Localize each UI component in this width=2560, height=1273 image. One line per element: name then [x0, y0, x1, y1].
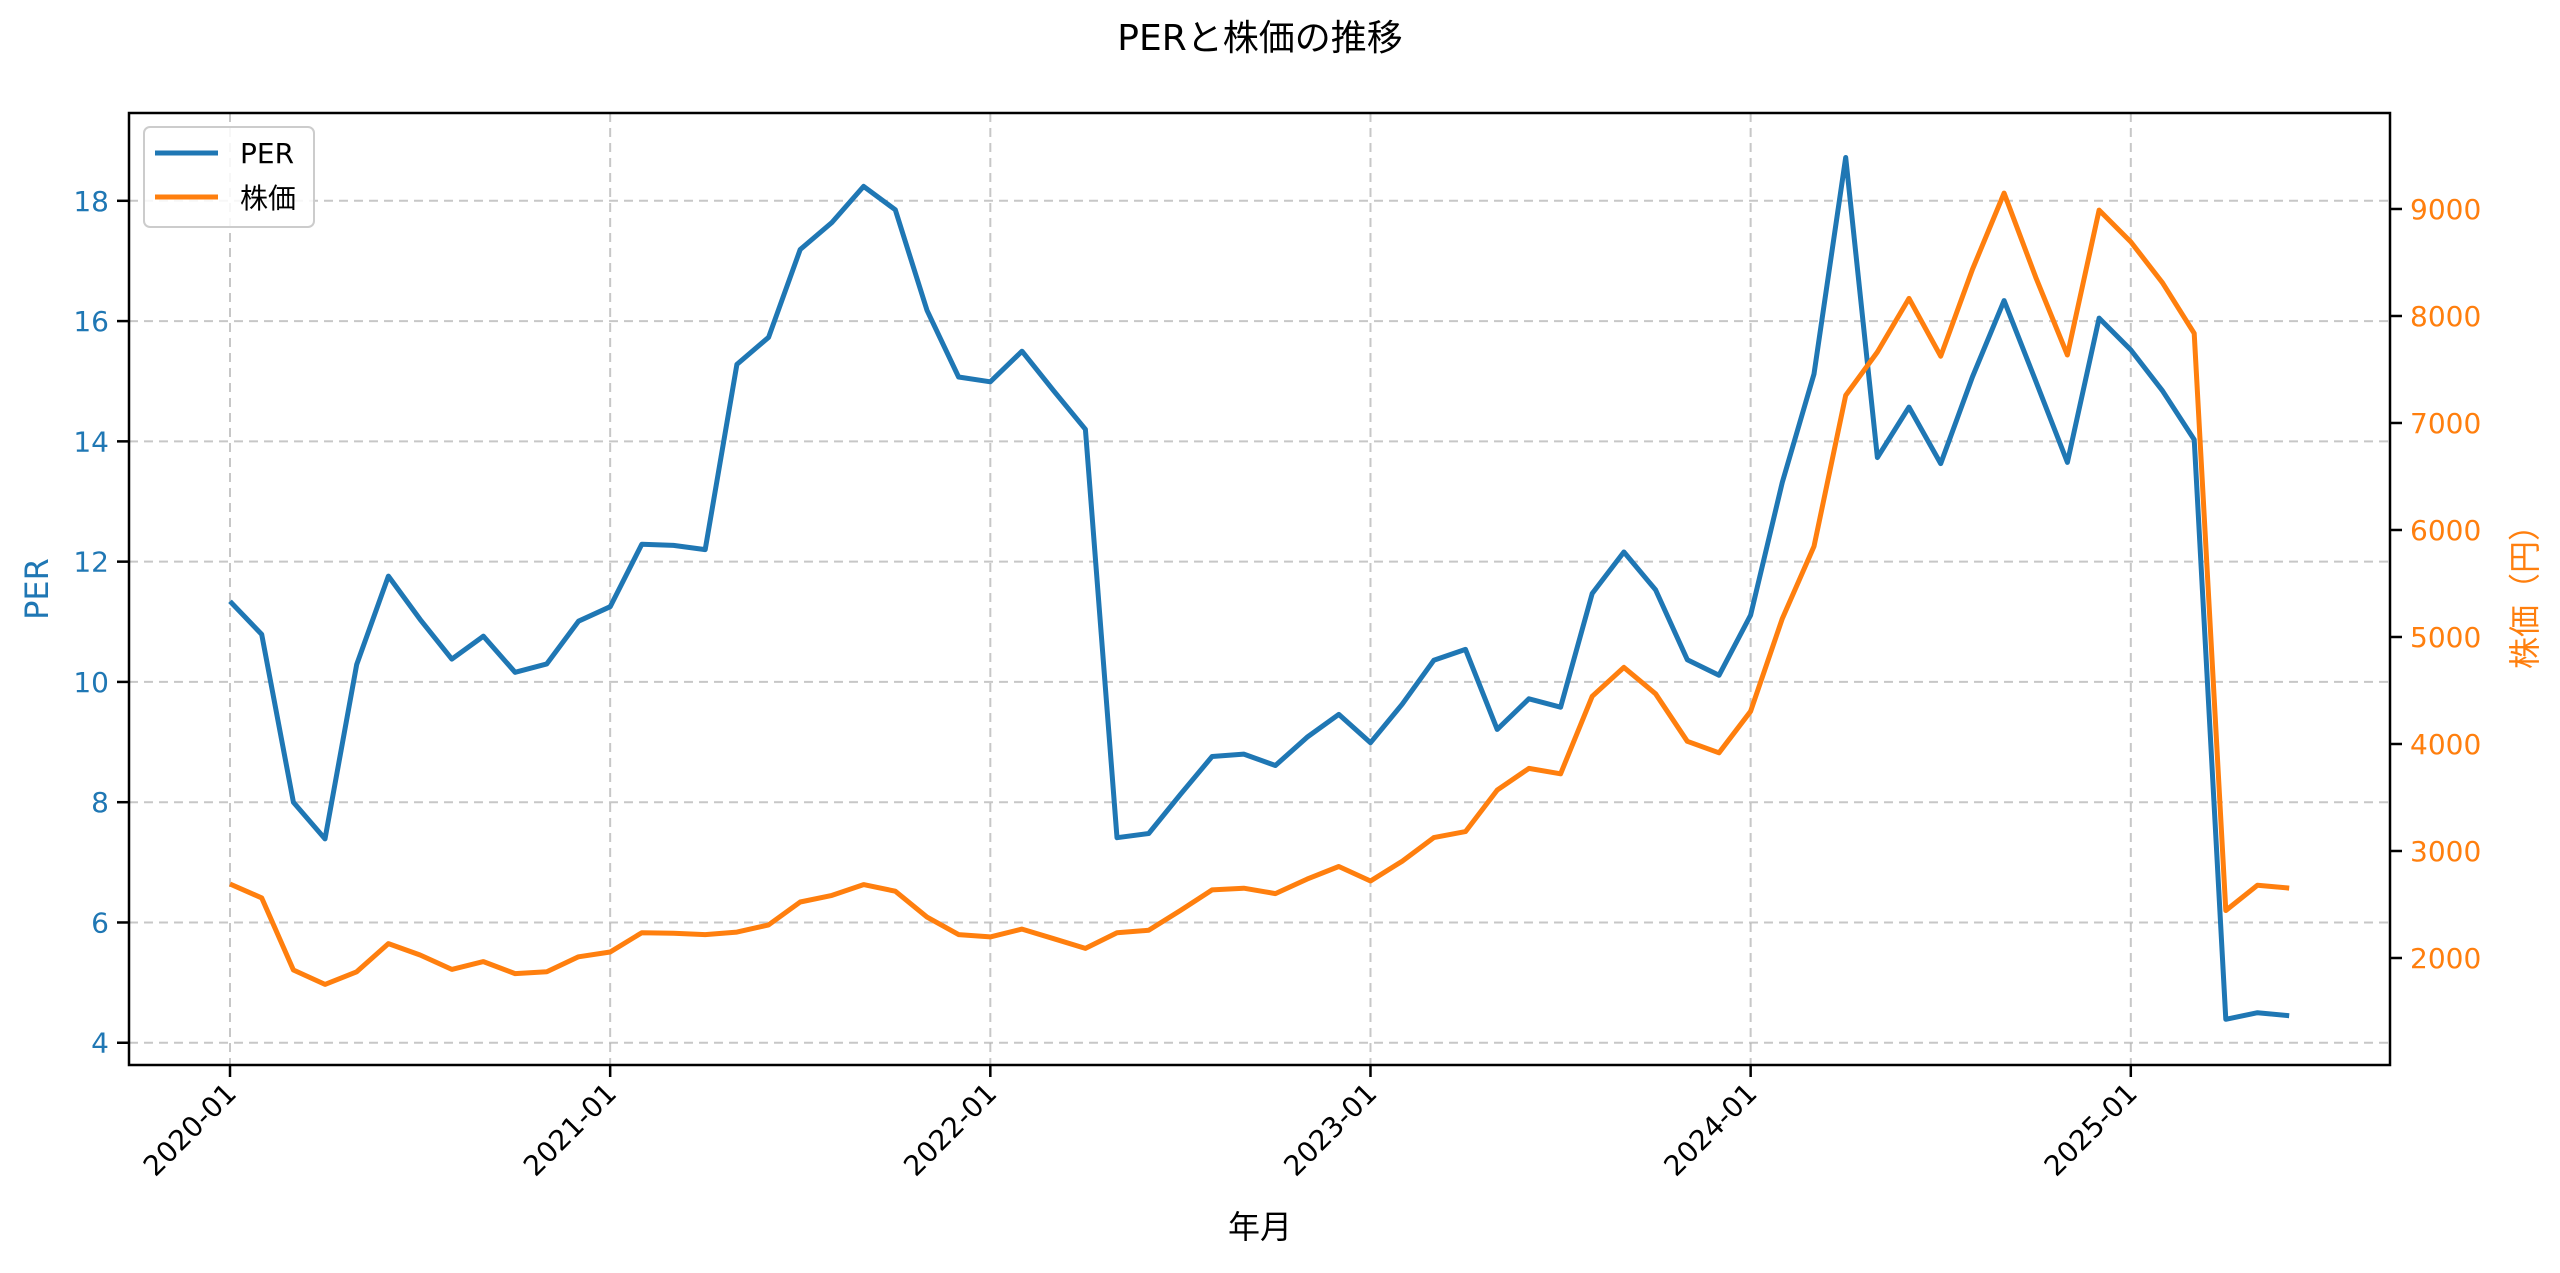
- right-axis-label: 株価（円）: [2506, 509, 2544, 669]
- left-tick-label: 10: [73, 666, 109, 699]
- left-axis-label: PER: [18, 558, 56, 620]
- right-tick-label: 5000: [2410, 621, 2481, 654]
- right-tick-label: 4000: [2410, 728, 2481, 761]
- grid-lines: [129, 113, 2390, 1065]
- left-tick-label: 18: [73, 185, 109, 218]
- left-tick-label: 4: [91, 1027, 109, 1060]
- x-tick-label: 2025-01: [2038, 1077, 2144, 1183]
- x-tick-label: 2020-01: [137, 1077, 243, 1183]
- price-line: [228, 190, 2290, 987]
- right-tick-label: 2000: [2410, 942, 2481, 975]
- plot-series: [228, 155, 2290, 1022]
- left-y-axis: 4 6 8 10 12 14 16 18: [73, 185, 129, 1060]
- right-tick-label: 7000: [2410, 407, 2481, 440]
- left-tick-label: 12: [73, 546, 109, 579]
- right-tick-label: 3000: [2410, 835, 2481, 868]
- x-tick-label: 2024-01: [1658, 1077, 1764, 1183]
- x-tick-label: 2023-01: [1277, 1077, 1383, 1183]
- legend-label-per: PER: [240, 137, 294, 170]
- right-tick-label: 8000: [2410, 300, 2481, 333]
- right-tick-label: 6000: [2410, 514, 2481, 547]
- left-tick-label: 8: [91, 786, 109, 819]
- x-tick-label: 2022-01: [897, 1077, 1003, 1183]
- legend: PER 株価: [143, 126, 315, 228]
- per-line: [228, 155, 2290, 1022]
- right-tick-label: 9000: [2410, 193, 2481, 226]
- x-axis: 2020-01 2021-01 2022-01 2023-01 2024-01 2025-…: [137, 1065, 2144, 1183]
- x-tick-label: 2021-01: [517, 1077, 623, 1183]
- legend-label-price: 株価: [240, 182, 296, 215]
- left-tick-label: 16: [73, 305, 109, 338]
- left-tick-label: 14: [73, 425, 109, 458]
- x-axis-label: 年月: [1228, 1208, 1292, 1246]
- left-tick-label: 6: [91, 906, 109, 939]
- chart-title: PERと株価の推移: [1117, 18, 1402, 59]
- plot-area-frame: [127, 111, 2392, 1067]
- right-y-axis: 2000 3000 4000 5000 6000 7000 8000 9000: [2390, 193, 2481, 975]
